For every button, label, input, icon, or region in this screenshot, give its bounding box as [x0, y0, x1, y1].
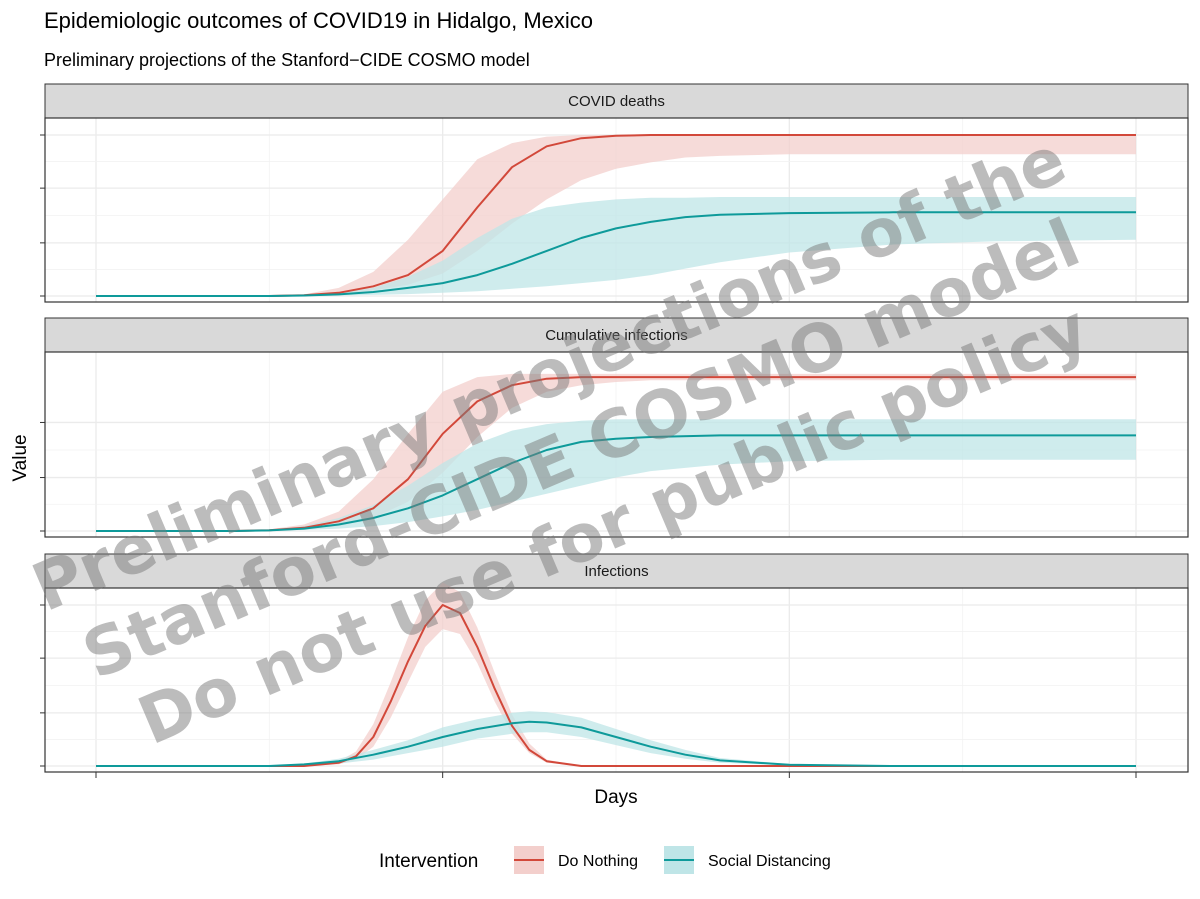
legend-label: Social Distancing — [708, 853, 831, 870]
legend-item-do-nothing: Do Nothing — [514, 846, 638, 874]
strip-cumulative-infections — [44, 317, 1189, 353]
ribbon-do-nothing — [96, 135, 1136, 296]
chart-subtitle: Preliminary projections of the Stanford−… — [44, 50, 530, 70]
panel-covid-deaths: COVID deaths — [40, 83, 1189, 303]
legend: Intervention Do Nothing Social Distancing — [379, 846, 831, 874]
panel-cumulative-infections: Cumulative infections — [40, 317, 1189, 538]
line-do-nothing — [96, 134, 1136, 297]
strip-label-infections: Infections — [584, 563, 648, 580]
legend-items: Do Nothing Social Distancing — [514, 846, 831, 874]
line-do-nothing — [96, 604, 1136, 767]
strip-label-cumulative-infections: Cumulative infections — [545, 327, 688, 344]
line-social-distancing — [96, 211, 1136, 297]
y-axis-title: Value — [10, 434, 31, 481]
chart-title: Epidemiologic outcomes of COVID19 in Hid… — [44, 8, 593, 33]
strip-covid-deaths — [44, 83, 1189, 119]
facet-panels: COVID deaths Cumulative infections Infecti… — [40, 83, 1189, 773]
x-axis-title: Days — [594, 787, 637, 808]
legend-item-social-distancing: Social Distancing — [664, 846, 831, 874]
panel-border — [44, 117, 1189, 303]
panel-border — [44, 351, 1189, 538]
x-axis — [95, 772, 1137, 778]
ribbon-social-distancing — [96, 711, 1136, 766]
strip-label-covid-deaths: COVID deaths — [568, 93, 665, 110]
panel-border — [44, 587, 1189, 773]
line-social-distancing — [96, 434, 1136, 532]
legend-label: Do Nothing — [558, 853, 638, 870]
line-social-distancing — [96, 720, 1136, 767]
strip-infections — [44, 553, 1189, 589]
ribbon-social-distancing — [96, 197, 1136, 296]
legend-title: Intervention — [379, 851, 478, 872]
panel-infections: Infections — [40, 553, 1189, 773]
ribbon-social-distancing — [96, 419, 1136, 531]
